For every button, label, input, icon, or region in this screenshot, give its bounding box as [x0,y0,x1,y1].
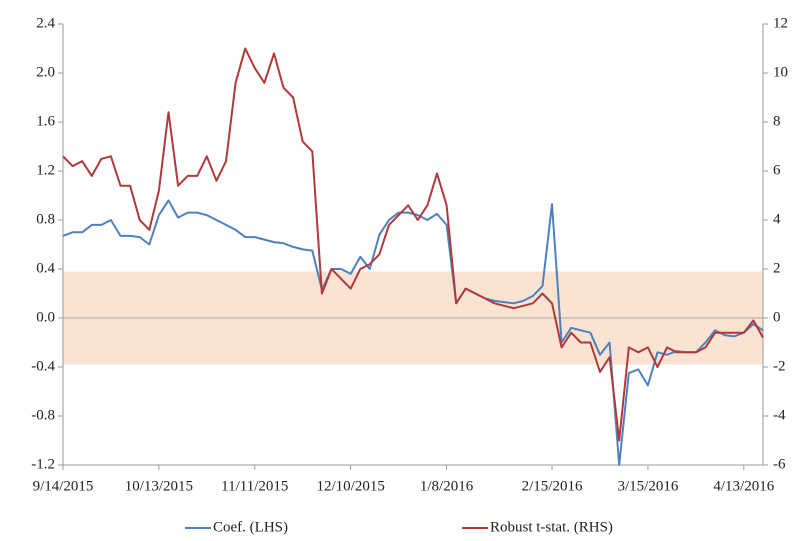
y2-tick-label: -2 [773,358,786,374]
x-tick-label: 10/13/2015 [125,478,193,494]
y-tick-label: 0.0 [36,309,55,325]
y-tick-label: 1.6 [36,113,55,129]
y-tick-label: -0.4 [31,358,55,374]
y2-tick-label: 8 [773,113,781,129]
x-tick-label: 12/10/2015 [316,478,384,494]
y-tick-label: 0.8 [36,211,55,227]
series-line [62,47,764,442]
y-tick-label: 0.4 [36,260,55,276]
x-tick-label: 11/11/2015 [221,478,288,494]
y2-tick-label: 0 [773,309,781,325]
x-tick-label: 2/15/2016 [522,478,583,494]
x-tick-label: 1/8/2016 [420,478,474,494]
y2-tick-label: -6 [773,456,786,472]
legend-label: Robust t-stat. (RHS) [490,519,613,535]
y2-tick-label: 4 [773,211,781,227]
x-tick-label: 3/15/2016 [618,478,679,494]
y2-tick-label: 6 [773,162,781,178]
y2-tick-label: 2 [773,260,781,276]
x-tick-label: 4/13/2016 [713,478,774,494]
legend-label: Coef. (LHS) [213,519,288,535]
y2-tick-label: -4 [773,407,786,423]
y-tick-label: 1.2 [36,162,55,178]
y-tick-label: -1.2 [31,456,55,472]
y-tick-label: -0.8 [31,407,55,423]
y-tick-label: 2.4 [36,15,55,31]
y2-tick-label: 10 [773,64,788,80]
x-tick-label: 9/14/2015 [33,478,94,494]
y-tick-label: 2.0 [36,64,55,80]
y2-tick-label: 12 [773,15,788,31]
